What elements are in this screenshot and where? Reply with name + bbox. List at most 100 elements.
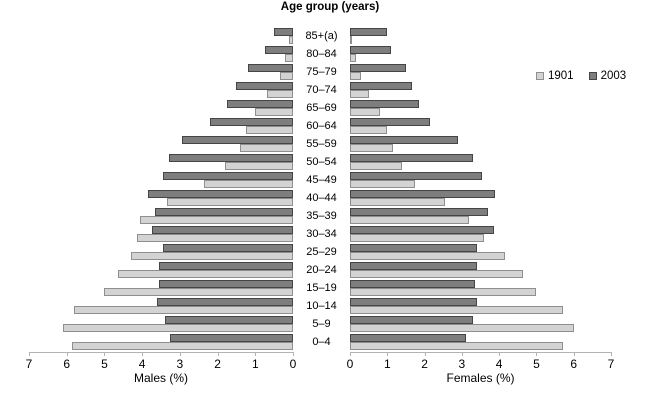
bar-female-1901 bbox=[350, 342, 563, 350]
bar-male-1901 bbox=[240, 144, 293, 152]
bar-male-1901 bbox=[62, 324, 293, 332]
bar-male-1901 bbox=[104, 288, 293, 296]
axis-tick-label: 1 bbox=[251, 357, 259, 371]
male-bar-row bbox=[29, 117, 293, 135]
bar-female-1901 bbox=[350, 288, 537, 296]
female-bar-row bbox=[350, 315, 611, 333]
age-group-label: 0–4 bbox=[312, 336, 331, 348]
female-bar-row bbox=[350, 171, 611, 189]
female-bar-row bbox=[350, 261, 611, 279]
bar-male-2003 bbox=[162, 244, 293, 252]
bar-male-1901 bbox=[140, 216, 293, 224]
bar-male-2003 bbox=[147, 190, 293, 198]
axis-tick-label: 6 bbox=[63, 357, 71, 371]
bar-female-2003 bbox=[350, 262, 477, 270]
female-bar-row bbox=[350, 45, 611, 63]
bar-female-1901 bbox=[350, 234, 485, 242]
bar-male-2003 bbox=[155, 208, 293, 216]
male-bar-row bbox=[29, 297, 293, 315]
axis-tick-label: 3 bbox=[176, 357, 184, 371]
bar-female-2003 bbox=[350, 46, 391, 54]
male-bars-panel bbox=[29, 27, 293, 353]
bar-male-1901 bbox=[225, 162, 293, 170]
bar-male-2003 bbox=[247, 64, 293, 72]
bar-male-1901 bbox=[289, 36, 293, 44]
axis-tick-label: 0 bbox=[346, 357, 354, 371]
legend: 1901 2003 bbox=[536, 70, 626, 82]
male-axis-ticks: 7 6 5 4 3 2 1 0 bbox=[26, 27, 296, 387]
bar-male-2003 bbox=[264, 46, 293, 54]
axis-tick-mark bbox=[573, 352, 575, 356]
axis-tick-label: 0 bbox=[289, 357, 297, 371]
bar-female-1901 bbox=[350, 162, 403, 170]
axis-tick-label: 5 bbox=[533, 357, 540, 371]
age-group-label: 75–79 bbox=[306, 66, 337, 78]
axis-tick-mark bbox=[66, 352, 68, 356]
bar-female-2003 bbox=[350, 118, 431, 126]
male-bar-row bbox=[29, 99, 293, 117]
axis-tick-mark bbox=[29, 352, 30, 356]
bar-male-2003 bbox=[170, 334, 293, 342]
age-group-label: 10–14 bbox=[306, 300, 337, 312]
bar-male-2003 bbox=[157, 298, 293, 306]
axis-tick-label: 4 bbox=[495, 357, 503, 371]
male-bar-row bbox=[29, 279, 293, 297]
bar-female-1901 bbox=[350, 216, 470, 224]
female-bar-row bbox=[350, 81, 611, 99]
bar-female-1901 bbox=[350, 324, 574, 332]
axis-tick-label: 4 bbox=[138, 357, 146, 371]
bar-female-1901 bbox=[350, 36, 352, 44]
age-group-label: 15–19 bbox=[306, 282, 337, 294]
bar-male-1901 bbox=[204, 180, 293, 188]
female-bar-row bbox=[350, 279, 611, 297]
bar-female-2003 bbox=[350, 100, 419, 108]
bar-female-1901 bbox=[350, 180, 416, 188]
bar-male-2003 bbox=[159, 280, 293, 288]
bar-male-1901 bbox=[255, 108, 293, 116]
bar-female-2003 bbox=[350, 136, 459, 144]
female-bar-row bbox=[350, 225, 611, 243]
bar-female-2003 bbox=[350, 82, 412, 90]
bar-female-2003 bbox=[350, 316, 474, 324]
bar-male-2003 bbox=[181, 136, 293, 144]
legend-label-2003: 2003 bbox=[600, 70, 627, 82]
bar-male-2003 bbox=[236, 82, 293, 90]
female-bar-row bbox=[350, 117, 611, 135]
age-group-label: 85+(a) bbox=[305, 30, 338, 42]
axis-tick-mark bbox=[611, 352, 612, 356]
bar-female-1901 bbox=[350, 72, 362, 80]
females-axis-title: Females (%) bbox=[446, 371, 515, 385]
age-group-label: 30–34 bbox=[306, 228, 337, 240]
bar-male-2003 bbox=[159, 262, 293, 270]
male-bar-row bbox=[29, 27, 293, 45]
male-bar-row bbox=[29, 225, 293, 243]
female-axis-ticks: 0 1 2 3 4 5 6 7 bbox=[347, 27, 614, 387]
bar-female-1901 bbox=[350, 252, 505, 260]
bar-male-2003 bbox=[164, 316, 293, 324]
male-bar-row bbox=[29, 171, 293, 189]
bar-female-1901 bbox=[350, 306, 563, 314]
bar-female-2003 bbox=[350, 334, 466, 342]
legend-item-1901: 1901 bbox=[536, 70, 574, 82]
male-bar-row bbox=[29, 243, 293, 261]
bar-female-2003 bbox=[350, 298, 477, 306]
bar-male-2003 bbox=[151, 226, 293, 234]
axis-tick-mark bbox=[293, 352, 294, 356]
male-bar-row bbox=[29, 153, 293, 171]
female-bar-row bbox=[350, 135, 611, 153]
age-group-label: 25–29 bbox=[306, 246, 337, 258]
female-bars-panel bbox=[350, 27, 611, 353]
bar-female-1901 bbox=[350, 126, 388, 134]
legend-swatch-2003 bbox=[588, 72, 597, 80]
bar-female-2003 bbox=[350, 226, 494, 234]
bar-female-2003 bbox=[350, 280, 475, 288]
age-group-label: 70–74 bbox=[306, 84, 337, 96]
male-bar-row bbox=[29, 333, 293, 351]
bar-female-1901 bbox=[350, 144, 393, 152]
bar-female-2003 bbox=[350, 28, 388, 36]
axis-tick-label: 2 bbox=[214, 357, 221, 371]
bar-male-2003 bbox=[227, 100, 293, 108]
bar-female-1901 bbox=[350, 108, 380, 116]
chart-title: Age group (years) bbox=[280, 1, 380, 13]
